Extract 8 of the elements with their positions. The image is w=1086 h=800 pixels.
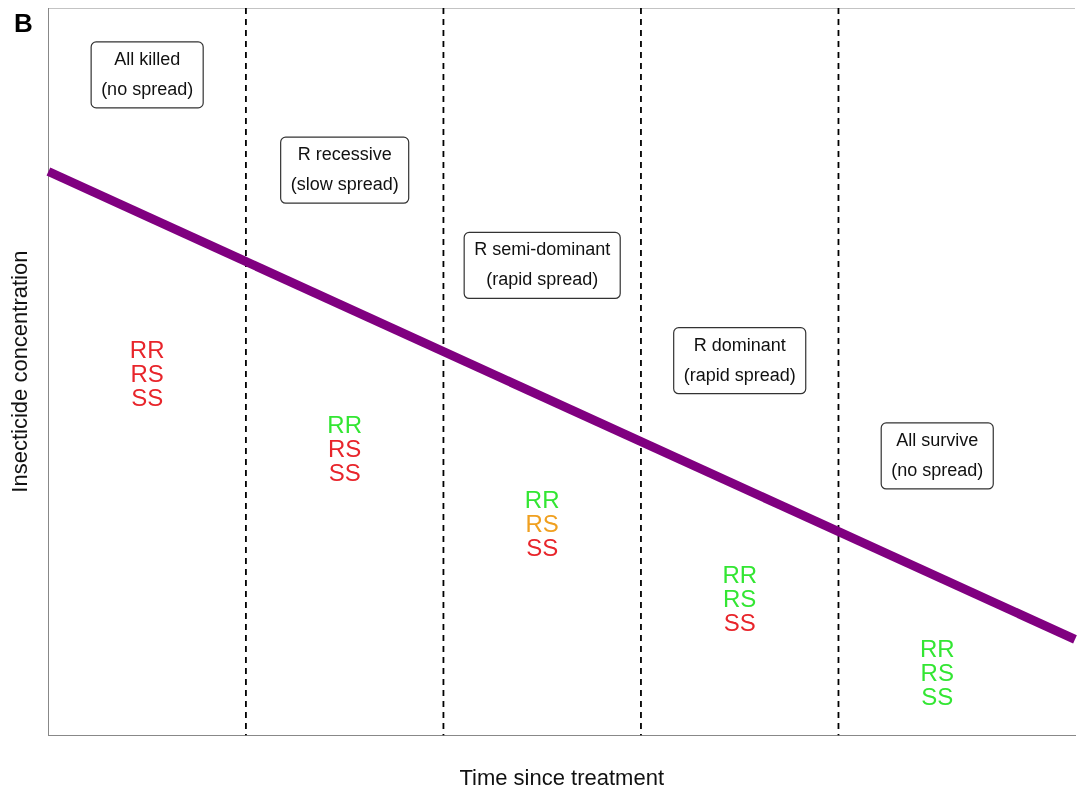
annotation: All survive (no spread) <box>891 429 984 480</box>
text: All killed (no spread) <box>101 48 194 99</box>
x-axis-title: Time since treatment <box>459 764 664 790</box>
annotation: R dominant (rapid spread) <box>683 334 796 385</box>
annotation: R recessive (slow spread) <box>290 144 399 195</box>
chart-title: B <box>14 8 33 39</box>
y-axis-title: Insecticide concentration <box>7 250 33 493</box>
annotation: R semi-dominant (rapid spread) <box>474 239 611 290</box>
